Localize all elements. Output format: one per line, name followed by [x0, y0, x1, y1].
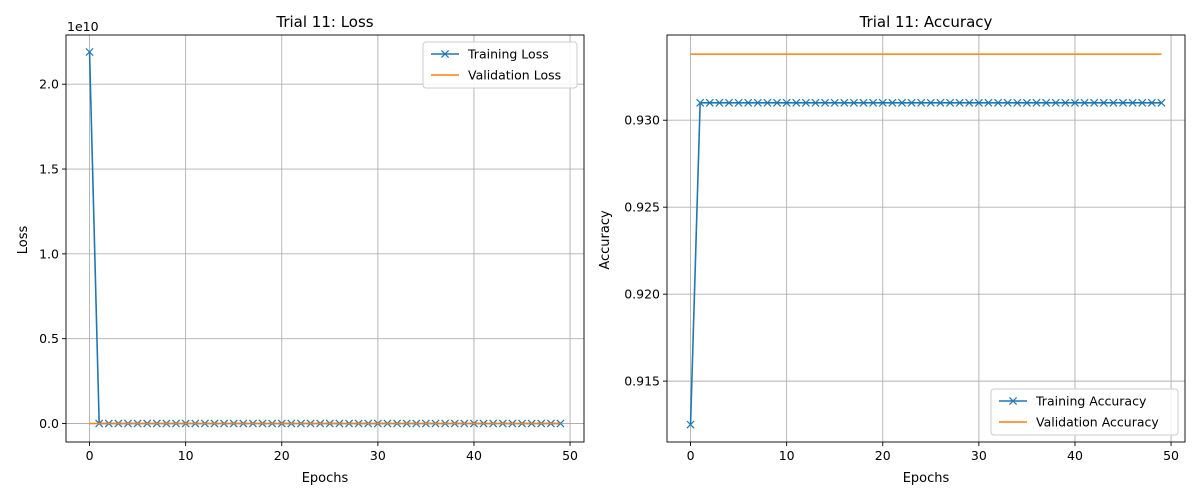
training-accuracy-marker	[830, 98, 839, 107]
training-loss-line	[88, 51, 561, 425]
accuracy-y-tick-label: 0.920	[624, 287, 660, 302]
loss-plot-frame	[65, 34, 585, 443]
loss-y-tick-label: 0.5	[39, 331, 59, 346]
training-accuracy-marker	[1128, 98, 1137, 107]
training-accuracy-marker	[782, 98, 791, 107]
training-accuracy-marker	[696, 98, 705, 107]
training-accuracy-marker	[946, 98, 955, 107]
training-accuracy-marker	[869, 98, 878, 107]
training-loss-legend-label: Training Loss	[467, 47, 549, 62]
accuracy-x-tick-label: 20	[875, 448, 891, 463]
loss-x-tick-label: 0	[86, 448, 94, 463]
loss-x-tick-label: 10	[178, 448, 194, 463]
training-accuracy-marker	[897, 98, 906, 107]
training-accuracy-marker	[1157, 98, 1166, 107]
training-accuracy-marker	[974, 98, 983, 107]
training-accuracy-marker	[724, 98, 734, 107]
loss-x-tick-label: 40	[466, 448, 482, 463]
training-accuracy-legend-marker	[1008, 396, 1018, 406]
accuracy-x-axis-label: Epochs	[903, 471, 950, 486]
training-accuracy-marker	[955, 98, 964, 107]
training-accuracy-marker	[686, 420, 695, 429]
loss-x-tick-label: 20	[274, 448, 290, 463]
accuracy-y-tick-label: 0.925	[624, 200, 660, 215]
training-accuracy-marker	[965, 98, 974, 107]
accuracy-legend	[990, 388, 1179, 436]
loss-y-tick-label: 1.0	[39, 246, 59, 261]
training-accuracy-marker	[1032, 98, 1041, 107]
loss-legend	[422, 41, 578, 89]
training-accuracy-marker	[1090, 98, 1099, 107]
accuracy-x-tick-label: 40	[1067, 448, 1083, 463]
training-accuracy-marker	[1147, 98, 1156, 107]
loss-y-axis-label: Loss	[16, 226, 31, 255]
training-accuracy-marker	[1109, 98, 1118, 107]
training-accuracy-marker	[1061, 98, 1070, 107]
training-accuracy-marker	[994, 98, 1003, 107]
training-accuracy-marker	[1118, 98, 1128, 107]
training-accuracy-line	[689, 102, 1162, 425]
training-accuracy-marker	[907, 98, 916, 107]
accuracy-chart-title: Trial 11: Accuracy	[859, 13, 993, 31]
training-accuracy-marker	[859, 98, 868, 107]
training-accuracy-marker	[936, 98, 945, 107]
accuracy-x-tick-label: 30	[971, 448, 987, 463]
training-loss-marker	[85, 47, 94, 56]
training-accuracy-marker	[1013, 98, 1022, 107]
training-accuracy-marker	[1003, 98, 1012, 107]
loss-y-tick-label: 2.0	[39, 77, 59, 92]
training-accuracy-marker	[878, 98, 887, 107]
accuracy-y-tick-label: 0.930	[624, 113, 660, 128]
training-accuracy-marker	[849, 98, 858, 107]
training-accuracy-marker	[715, 98, 724, 107]
training-accuracy-legend-label: Training Accuracy	[1035, 394, 1147, 409]
training-accuracy-marker	[753, 98, 762, 107]
loss-y-tick-label: 1.5	[39, 162, 59, 177]
training-accuracy-marker	[705, 98, 714, 107]
accuracy-chart: Trial 11: Accuracy Epochs Accuracy 0 10 20…	[598, 13, 1186, 486]
training-accuracy-marker	[917, 98, 926, 107]
training-accuracy-marker	[773, 98, 782, 107]
accuracy-y-axis-label: Accuracy	[598, 210, 613, 270]
training-accuracy-marker	[763, 98, 772, 107]
validation-accuracy-legend-label: Validation Accuracy	[1036, 415, 1159, 430]
accuracy-y-tick-label: 0.915	[624, 374, 660, 389]
training-accuracy-marker	[811, 98, 820, 107]
training-accuracy-marker	[1051, 98, 1060, 107]
training-accuracy-marker	[1042, 98, 1051, 107]
training-loss-legend-marker	[440, 49, 450, 59]
training-accuracy-marker	[821, 98, 830, 107]
accuracy-plot-frame	[666, 34, 1186, 443]
loss-y-offset-label: 1e10	[67, 19, 99, 34]
training-accuracy-marker	[744, 98, 753, 107]
validation-loss-legend-label: Validation Loss	[468, 68, 561, 83]
training-accuracy-marker	[926, 98, 935, 107]
training-accuracy-marker	[1070, 98, 1079, 107]
loss-y-tick-label: 0.0	[39, 416, 59, 431]
training-accuracy-marker	[888, 98, 897, 107]
training-accuracy-marker	[984, 98, 993, 107]
loss-x-tick-label: 50	[562, 448, 578, 463]
training-accuracy-marker	[1022, 98, 1031, 107]
loss-x-tick-label: 30	[370, 448, 386, 463]
accuracy-x-tick-label: 10	[779, 448, 795, 463]
loss-chart-title: Trial 11: Loss	[275, 13, 373, 31]
training-accuracy-marker	[801, 98, 810, 107]
loss-chart: Trial 11: Loss 1e10 Epochs Loss 0 10 20 30 4…	[16, 13, 585, 486]
accuracy-x-tick-label: 50	[1163, 448, 1179, 463]
training-accuracy-marker	[792, 98, 801, 107]
training-loss-marker	[556, 419, 565, 428]
training-accuracy-marker	[1138, 98, 1147, 107]
training-accuracy-marker	[840, 98, 849, 107]
training-accuracy-marker	[734, 98, 743, 107]
accuracy-x-tick-label: 0	[687, 448, 695, 463]
training-accuracy-marker	[1080, 98, 1089, 107]
training-accuracy-marker	[1099, 98, 1108, 107]
loss-x-axis-label: Epochs	[302, 471, 349, 486]
